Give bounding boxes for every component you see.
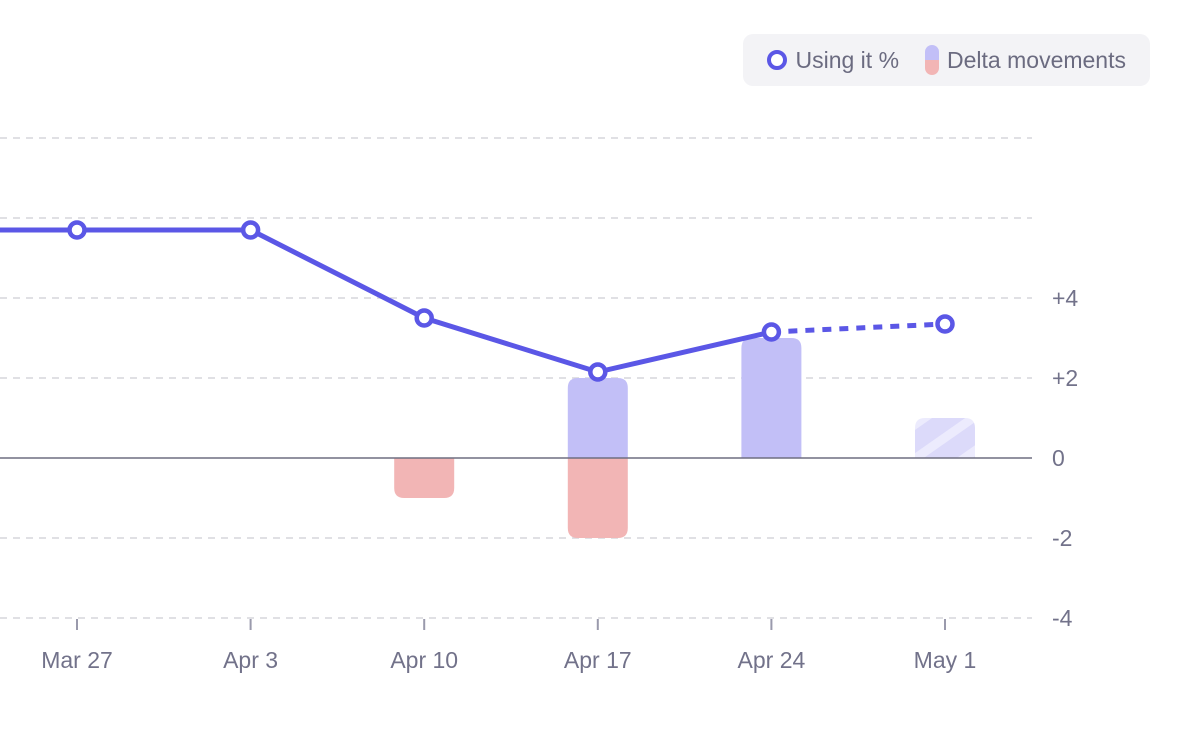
- y-axis-ticks: -4 -2 0 +2 +4: [1052, 285, 1078, 631]
- actual-line: [0, 227, 774, 375]
- x-tick-label: Apr 10: [390, 647, 458, 673]
- y-tick-label: +4: [1052, 285, 1078, 311]
- line-point: [67, 220, 87, 240]
- chart-legend: Using it % Delta movements: [743, 34, 1150, 86]
- legend-item-delta[interactable]: Delta movements: [925, 45, 1126, 75]
- y-tick-label: 0: [1052, 445, 1065, 471]
- projected-line: [771, 321, 946, 335]
- x-tick-label: May 1: [914, 647, 977, 673]
- legend-label-using-it: Using it %: [795, 46, 900, 73]
- negative-delta-bar: [394, 458, 455, 498]
- y-tick-label: +2: [1052, 365, 1078, 391]
- line-point: [414, 308, 434, 328]
- line-point: [240, 220, 261, 240]
- legend-label-delta: Delta movements: [947, 46, 1126, 73]
- positive-delta-bar: [567, 378, 628, 458]
- y-tick-label: -2: [1052, 525, 1072, 551]
- bars: [394, 338, 975, 538]
- x-tick-label: Mar 27: [41, 647, 113, 673]
- grid-lines: [0, 137, 1032, 619]
- legend-item-using-it[interactable]: Using it %: [767, 47, 899, 74]
- x-tick-label: Apr 3: [223, 647, 278, 673]
- projected-delta-bar: [915, 418, 975, 458]
- line-point: [761, 322, 782, 342]
- line-point: [588, 362, 608, 382]
- line-point: [935, 314, 955, 334]
- y-tick-label: -4: [1052, 605, 1073, 631]
- x-tick-label: Apr 24: [738, 647, 806, 673]
- x-tick-label: Apr 17: [564, 647, 632, 673]
- x-axis-ticks: Mar 27 Apr 3 Apr 10 Apr 17 Apr 24 May 1: [41, 619, 976, 673]
- line-series-swatch-icon: [767, 50, 788, 70]
- negative-delta-bar: [567, 458, 628, 538]
- positive-delta-bar: [741, 338, 802, 458]
- bar-series-swatch-icon: [925, 45, 940, 75]
- line-series: [0, 220, 955, 382]
